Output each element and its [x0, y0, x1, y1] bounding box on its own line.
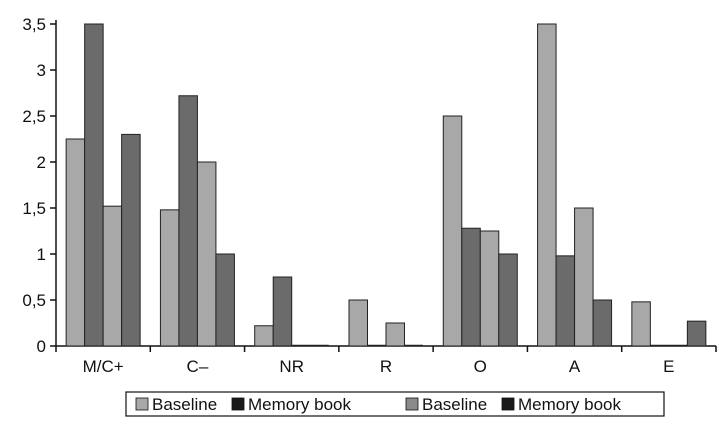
bar: [555, 255, 576, 347]
legend-swatch: [135, 397, 149, 411]
legend-label: Baseline: [152, 395, 217, 414]
bar: [498, 253, 518, 347]
y-tick-label: 2: [37, 153, 46, 172]
bar: [686, 320, 707, 347]
legend-swatch: [405, 397, 419, 411]
bar: [121, 133, 141, 347]
bar: [442, 115, 463, 347]
legend-label: Memory book: [518, 395, 621, 414]
y-tick-label: 3: [37, 61, 46, 80]
bar: [102, 205, 123, 347]
bar: [254, 325, 274, 347]
bar: [385, 322, 405, 347]
bar: [461, 227, 481, 347]
legend: Baseline Memory book Baseline Memory book: [125, 391, 665, 417]
category-label: C–: [187, 357, 209, 376]
bar: [272, 276, 293, 347]
x-axis: M/C+ C– NR R O A E: [55, 345, 717, 376]
category-label: R: [380, 357, 392, 376]
y-tick-label: 3,5: [22, 15, 46, 34]
bar-group: [65, 23, 707, 347]
bar: [178, 95, 198, 347]
legend-label: Memory book: [248, 395, 351, 414]
y-tick-label: 1: [37, 245, 46, 264]
bar: [479, 230, 500, 347]
bar: [196, 161, 217, 347]
bar: [348, 299, 368, 347]
bar: [159, 209, 180, 347]
y-tick-label: 1,5: [22, 199, 46, 218]
bar: [574, 207, 594, 347]
y-axis: 0 0,5 1 1,5 2 2,5 3 3,5: [22, 15, 57, 356]
category-label: A: [569, 357, 581, 376]
bar: [537, 23, 557, 347]
y-tick-label: 2,5: [22, 107, 46, 126]
bar: [215, 253, 235, 347]
legend-swatch: [231, 397, 245, 411]
y-tick-label: 0: [37, 337, 46, 356]
y-tick-label: 0,5: [22, 291, 46, 310]
bar: [65, 138, 86, 347]
legend-swatch: [501, 397, 515, 411]
category-label: O: [474, 357, 487, 376]
category-label: NR: [279, 357, 304, 376]
bar: [631, 301, 651, 347]
bar: [592, 299, 613, 347]
category-label: E: [663, 357, 674, 376]
category-label: M/C+: [83, 357, 124, 376]
bar: [84, 23, 104, 347]
legend-label: Baseline: [422, 395, 487, 414]
legend-box: [125, 391, 665, 417]
